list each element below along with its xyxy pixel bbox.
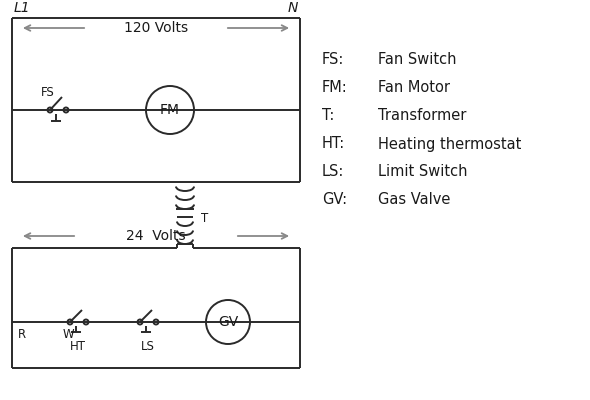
Text: HT:: HT: <box>322 136 345 152</box>
Text: R: R <box>18 328 26 342</box>
Text: T:: T: <box>322 108 335 124</box>
Text: LS: LS <box>141 340 155 352</box>
Text: L1: L1 <box>14 1 31 15</box>
Text: Fan Switch: Fan Switch <box>378 52 457 68</box>
Text: N: N <box>288 1 298 15</box>
Text: FS:: FS: <box>322 52 345 68</box>
Text: W: W <box>62 328 74 342</box>
Text: Fan Motor: Fan Motor <box>378 80 450 96</box>
Text: Limit Switch: Limit Switch <box>378 164 467 180</box>
Text: LS:: LS: <box>322 164 345 180</box>
Text: FM:: FM: <box>322 80 348 96</box>
Text: FS: FS <box>41 86 55 98</box>
Text: GV: GV <box>218 315 238 329</box>
Text: GV:: GV: <box>322 192 347 208</box>
Text: Heating thermostat: Heating thermostat <box>378 136 522 152</box>
Text: Transformer: Transformer <box>378 108 466 124</box>
Text: Gas Valve: Gas Valve <box>378 192 450 208</box>
Text: T: T <box>201 212 208 226</box>
Text: 120 Volts: 120 Volts <box>124 21 188 35</box>
Text: FM: FM <box>160 103 180 117</box>
Text: HT: HT <box>70 340 86 352</box>
Text: 24  Volts: 24 Volts <box>126 229 186 243</box>
